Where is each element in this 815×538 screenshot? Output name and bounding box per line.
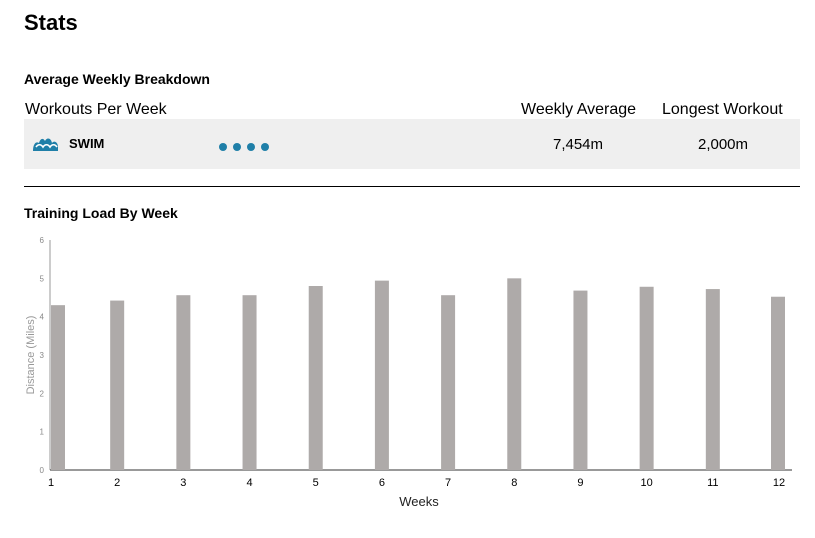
x-tick-label: 9 [577,477,583,489]
bar [771,296,785,470]
breakdown-title: Average Weekly Breakdown [24,71,210,87]
workout-dot [261,143,269,151]
x-tick-label: 2 [114,477,120,489]
workout-dot [247,143,255,151]
x-tick-label: 4 [246,477,252,489]
y-tick-label: 3 [40,351,45,360]
section-divider [24,186,800,187]
x-tick-label: 8 [511,477,517,489]
bar [110,300,125,470]
x-tick-label: 12 [773,477,785,489]
bar [573,290,588,470]
wave-icon [33,137,58,151]
y-tick-label: 2 [40,389,45,398]
x-axis-label: Weeks [399,494,439,509]
bar [507,278,522,470]
bar [639,286,654,470]
bar [176,295,191,470]
workouts-per-week-dots [219,143,269,151]
bar [441,295,456,470]
y-tick-label: 1 [40,428,45,437]
x-tick-label: 3 [180,477,186,489]
x-tick-label: 5 [313,477,319,489]
workout-dot [233,143,241,151]
y-tick-label: 4 [40,313,45,322]
bar [51,305,65,470]
page-title: Stats [24,10,78,35]
sport-label: SWIM [69,136,105,151]
bar [374,280,389,470]
header-longest-workout: Longest Workout [662,101,783,118]
x-tick-label: 7 [445,477,451,489]
workout-dot [219,143,227,151]
bar [308,286,323,470]
x-tick-label: 6 [379,477,385,489]
longest-workout-value: 2,000m [697,136,749,153]
bar [242,295,257,470]
x-tick-label: 1 [48,477,54,489]
breakdown-header: Workouts Per Week Weekly Average Longest… [24,101,800,119]
y-axis-label: Distance (Miles) [25,316,37,395]
y-tick-label: 6 [40,236,45,245]
y-tick-label: 0 [40,466,45,475]
x-tick-label: 10 [641,477,653,489]
x-tick-label: 11 [707,477,718,489]
header-weekly-average: Weekly Average [521,101,637,118]
training-load-title: Training Load By Week [24,205,178,221]
weekly-average-value: 7,454m [552,136,604,153]
bar [705,289,720,470]
y-tick-label: 5 [40,274,45,283]
sport-row-swim: SWIM 7,454m 2,000m [24,119,800,169]
header-workouts-per-week: Workouts Per Week [25,101,167,118]
